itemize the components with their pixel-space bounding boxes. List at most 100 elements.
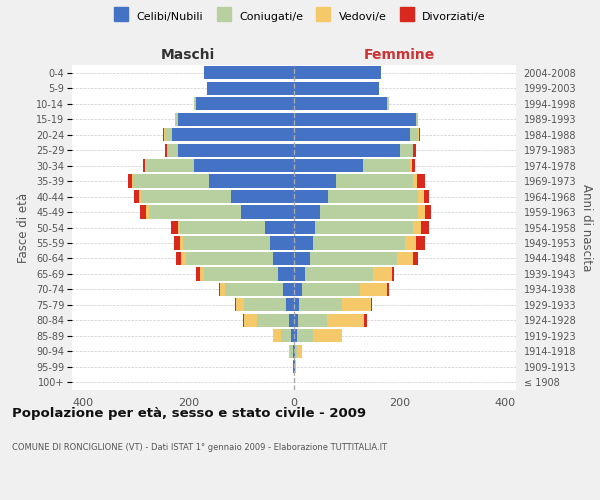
Bar <box>235 298 236 312</box>
Bar <box>178 221 181 234</box>
Bar <box>416 236 425 250</box>
Bar <box>328 314 364 327</box>
Bar <box>294 344 295 358</box>
Bar <box>134 190 139 203</box>
Bar <box>143 159 145 172</box>
Bar <box>328 190 418 203</box>
Bar <box>178 112 294 126</box>
Bar <box>176 252 181 265</box>
Bar <box>146 206 149 218</box>
Bar <box>294 298 299 312</box>
Bar <box>294 236 313 250</box>
Bar <box>405 236 416 250</box>
Bar <box>413 174 417 188</box>
Bar <box>294 283 302 296</box>
Bar <box>294 159 363 172</box>
Bar <box>417 174 425 188</box>
Bar <box>236 298 244 312</box>
Bar <box>421 221 429 234</box>
Bar <box>220 283 225 296</box>
Bar <box>200 268 204 280</box>
Bar <box>386 97 389 110</box>
Bar <box>172 128 294 141</box>
Bar <box>165 144 167 156</box>
Bar <box>289 314 294 327</box>
Bar <box>373 268 392 280</box>
Bar <box>336 174 413 188</box>
Bar <box>292 330 294 342</box>
Bar <box>149 206 241 218</box>
Bar <box>194 97 196 110</box>
Text: Femmine: Femmine <box>364 48 436 62</box>
Bar <box>183 236 270 250</box>
Bar <box>167 144 178 156</box>
Bar <box>294 174 336 188</box>
Bar <box>310 252 397 265</box>
Bar <box>241 206 294 218</box>
Bar <box>294 97 386 110</box>
Legend: Celibi/Nubili, Coniugati/e, Vedovi/e, Divorziati/e: Celibi/Nubili, Coniugati/e, Vedovi/e, Di… <box>111 8 489 25</box>
Bar <box>392 268 394 280</box>
Bar <box>295 360 296 374</box>
Y-axis label: Fasce di età: Fasce di età <box>17 192 31 262</box>
Bar <box>278 268 294 280</box>
Bar <box>410 128 418 141</box>
Bar <box>424 190 429 203</box>
Bar <box>296 330 313 342</box>
Bar <box>413 144 416 156</box>
Bar <box>219 283 220 296</box>
Bar <box>140 206 146 218</box>
Bar <box>413 221 421 234</box>
Bar <box>181 236 183 250</box>
Bar <box>174 236 181 250</box>
Bar <box>225 283 283 296</box>
Bar <box>425 206 431 218</box>
Bar <box>419 128 420 141</box>
Bar <box>418 190 424 203</box>
Bar <box>141 190 230 203</box>
Bar <box>281 330 292 342</box>
Bar <box>146 159 194 172</box>
Bar <box>265 221 294 234</box>
Bar <box>294 206 320 218</box>
Bar <box>294 330 296 342</box>
Text: Popolazione per età, sesso e stato civile - 2009: Popolazione per età, sesso e stato civil… <box>12 408 366 420</box>
Bar <box>293 344 294 358</box>
Bar <box>294 252 310 265</box>
Bar <box>416 112 418 126</box>
Bar <box>289 344 290 358</box>
Bar <box>320 206 418 218</box>
Bar <box>413 252 418 265</box>
Text: Maschi: Maschi <box>161 48 215 62</box>
Bar <box>204 66 294 80</box>
Bar <box>363 159 410 172</box>
Bar <box>294 128 410 141</box>
Bar <box>341 298 371 312</box>
Bar <box>302 283 360 296</box>
Bar <box>273 330 281 342</box>
Bar <box>132 174 133 188</box>
Bar <box>412 159 415 172</box>
Bar <box>294 190 328 203</box>
Bar <box>294 221 315 234</box>
Text: COMUNE DI RONCIGLIONE (VT) - Dati ISTAT 1° gennaio 2009 - Elaborazione TUTTITALI: COMUNE DI RONCIGLIONE (VT) - Dati ISTAT … <box>12 442 387 452</box>
Bar <box>305 268 373 280</box>
Bar <box>386 283 389 296</box>
Bar <box>270 236 294 250</box>
Bar <box>294 314 298 327</box>
Bar <box>298 314 328 327</box>
Bar <box>295 344 296 358</box>
Bar <box>313 236 405 250</box>
Bar <box>296 344 302 358</box>
Bar <box>139 190 141 203</box>
Bar <box>185 252 273 265</box>
Bar <box>400 144 413 156</box>
Bar <box>207 82 294 95</box>
Bar <box>299 298 341 312</box>
Bar <box>243 314 244 327</box>
Bar <box>175 112 178 126</box>
Bar <box>294 66 381 80</box>
Bar <box>230 190 294 203</box>
Bar <box>290 344 293 358</box>
Bar <box>294 82 379 95</box>
